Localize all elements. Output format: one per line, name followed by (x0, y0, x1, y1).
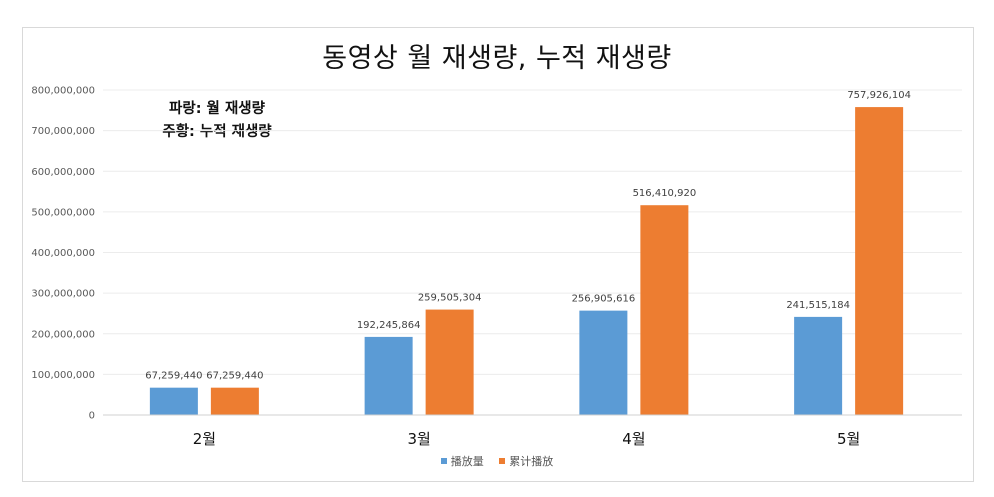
x-tick-label: 3월 (407, 430, 430, 448)
x-axis-ticks: 2월 3월 4월 5월 (193, 430, 861, 448)
data-label: 516,410,920 (633, 188, 697, 199)
y-tick-label: 700,000,000 (31, 126, 95, 137)
bar-monthly (794, 316, 843, 415)
legend-swatch-monthly (440, 458, 447, 464)
bar-cumulative (425, 309, 474, 415)
x-tick-label: 5월 (837, 430, 860, 448)
data-label: 241,515,184 (786, 300, 850, 311)
y-axis-ticks: 0 100,000,000 200,000,000 300,000,000 400,00… (31, 86, 95, 422)
x-tick-label: 4월 (622, 430, 645, 448)
bar-monthly (364, 336, 413, 415)
y-tick-label: 0 (89, 411, 95, 422)
data-label: 259,505,304 (418, 293, 482, 304)
data-label: 67,259,440 (145, 371, 202, 382)
x-tick-label: 2월 (193, 430, 216, 448)
y-tick-label: 100,000,000 (31, 370, 95, 381)
bar-monthly (579, 310, 628, 415)
y-tick-label: 500,000,000 (31, 207, 95, 218)
legend-item-monthly: 播放量 (440, 453, 484, 469)
legend-item-cumulative: 累计播放 (499, 453, 553, 469)
legend: 播放量 累计播放 (0, 453, 994, 469)
legend-swatch-cumulative (499, 458, 506, 464)
y-tick-label: 400,000,000 (31, 248, 95, 259)
bars (149, 107, 904, 415)
bar-cumulative (855, 107, 904, 415)
bar-cumulative (210, 387, 259, 415)
annotation-blue: 파랑: 월 재생량 (169, 101, 265, 117)
bar-monthly (149, 387, 198, 415)
legend-label-cumulative: 累计播放 (509, 455, 554, 468)
data-label: 192,245,864 (357, 320, 421, 331)
y-tick-label: 200,000,000 (31, 329, 95, 340)
bar-cumulative (640, 205, 689, 415)
data-label: 757,926,104 (847, 90, 911, 101)
annotation-orange: 주황: 누적 재생량 (162, 124, 272, 140)
data-label: 67,259,440 (206, 371, 263, 382)
y-tick-label: 800,000,000 (31, 86, 95, 97)
y-tick-label: 300,000,000 (31, 289, 95, 300)
data-labels: 67,259,440 67,259,440 192,245,864 259,505,3… (145, 90, 911, 382)
data-label: 256,905,616 (572, 294, 636, 305)
y-tick-label: 600,000,000 (31, 167, 95, 178)
legend-label-monthly: 播放量 (450, 455, 484, 468)
chart-title: 동영상 월 재생량, 누적 재생량 (322, 43, 672, 74)
